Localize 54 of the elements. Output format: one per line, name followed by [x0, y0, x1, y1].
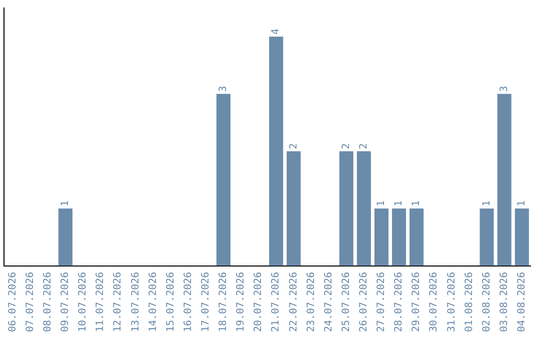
x-tick-label: 04.08.2026 — [516, 272, 528, 332]
x-tick-label: 01.08.2026 — [464, 272, 475, 332]
x-tick-label: 06.07.2026 — [7, 272, 18, 332]
x-tick-label: 02.08.2026 — [481, 272, 492, 332]
data-label: 2 — [340, 143, 352, 150]
data-label: 4 — [270, 28, 282, 35]
x-tick-label: 24.07.2026 — [323, 272, 334, 332]
x-tick-label: 10.07.2026 — [78, 272, 89, 332]
bar — [480, 208, 494, 266]
x-tick-label: 28.07.2026 — [394, 272, 405, 332]
bar — [216, 94, 230, 266]
x-tick-label: 17.07.2026 — [200, 272, 212, 332]
x-tick-label: 25.07.2026 — [340, 272, 352, 332]
data-label: 1 — [481, 200, 492, 207]
x-tick-label: 27.07.2026 — [376, 272, 388, 332]
bar — [356, 151, 371, 266]
x-tick-label: 15.07.2026 — [165, 272, 176, 332]
data-label: 1 — [516, 200, 528, 207]
bar — [339, 151, 354, 266]
x-tick-label: 26.07.2026 — [358, 272, 370, 332]
x-tick-label: 13.07.2026 — [130, 272, 142, 332]
bar — [497, 94, 512, 266]
x-tick-label: 31.07.2026 — [446, 272, 458, 332]
data-label: 1 — [394, 200, 405, 207]
x-tick-label: 07.07.2026 — [24, 272, 36, 332]
data-label: 1 — [376, 200, 388, 207]
x-tick-label: 11.07.2026 — [95, 272, 106, 332]
bar — [392, 208, 406, 266]
x-tick-label: 08.07.2026 — [42, 272, 54, 332]
x-tick-label: 14.07.2026 — [148, 272, 159, 332]
bar — [286, 151, 301, 266]
x-tick-label: 21.07.2026 — [270, 272, 282, 332]
data-label: 2 — [358, 143, 370, 150]
x-tick-label: 18.07.2026 — [218, 272, 230, 332]
x-tick-label: 30.07.2026 — [428, 272, 440, 332]
x-tick-label: 19.07.2026 — [236, 272, 247, 332]
data-label: 2 — [288, 143, 300, 150]
x-tick-label: 23.07.2026 — [306, 272, 317, 332]
x-tick-label: 12.07.2026 — [112, 272, 124, 332]
bar — [374, 208, 388, 266]
bar — [410, 208, 424, 266]
data-label: 1 — [411, 200, 422, 207]
bar — [514, 208, 529, 266]
x-tick-label: 03.08.2026 — [498, 272, 510, 332]
x-tick-label: 09.07.2026 — [60, 272, 72, 332]
bar — [58, 208, 72, 266]
x-tick-label: 20.07.2026 — [253, 272, 264, 332]
data-label: 3 — [218, 86, 230, 92]
data-label: 3 — [498, 86, 510, 92]
data-label: 1 — [60, 200, 72, 207]
x-tick-label: 22.07.2026 — [288, 272, 300, 332]
x-tick-label: 16.07.2026 — [182, 272, 194, 332]
x-tick-label: 29.07.2026 — [411, 272, 422, 332]
bar — [269, 36, 284, 266]
